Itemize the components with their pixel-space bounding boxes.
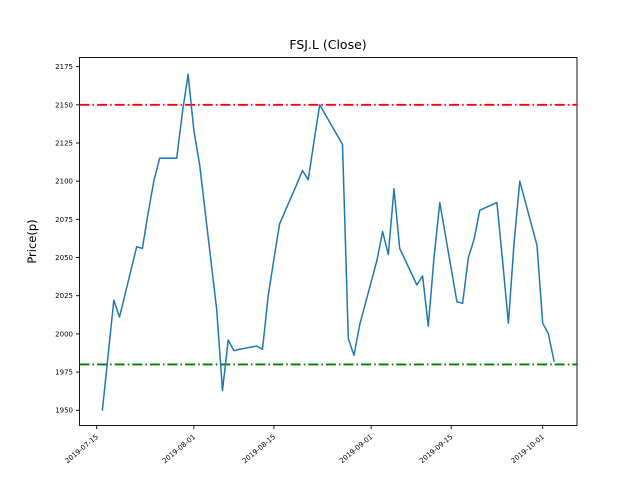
y-tick-label: 2025 bbox=[55, 292, 73, 300]
y-tick-label: 2050 bbox=[55, 254, 73, 262]
plot-border bbox=[79, 57, 578, 426]
y-tick-label: 2100 bbox=[55, 178, 73, 186]
y-axis-label: Price(p) bbox=[25, 219, 39, 263]
y-tick-label: 1975 bbox=[55, 369, 73, 377]
y-tick-label: 2150 bbox=[55, 101, 73, 109]
y-tick-label: 2175 bbox=[55, 63, 73, 71]
y-tick-label: 2075 bbox=[55, 216, 73, 224]
y-tick-label: 2125 bbox=[55, 140, 73, 148]
close-price-line bbox=[101, 73, 555, 411]
chart-title: FSJ.L (Close) bbox=[289, 37, 366, 52]
y-tick-label: 1950 bbox=[55, 407, 73, 415]
y-tick-label: 2000 bbox=[55, 330, 73, 338]
